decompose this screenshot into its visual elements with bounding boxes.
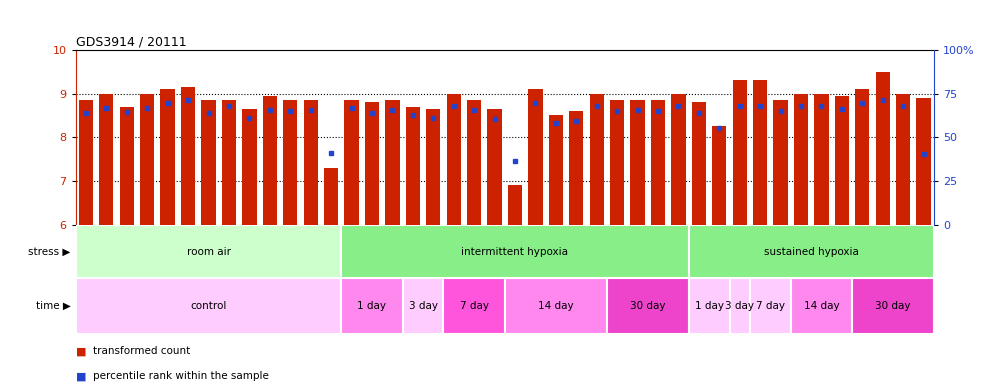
Bar: [140, 94, 154, 225]
Bar: [855, 89, 870, 225]
Bar: [181, 87, 196, 225]
Bar: [732, 81, 747, 225]
Bar: [651, 100, 665, 225]
Text: 7 day: 7 day: [756, 301, 784, 311]
Bar: [671, 94, 685, 225]
Text: 14 day: 14 day: [538, 301, 574, 311]
Bar: [729, 278, 750, 334]
Text: ■: ■: [76, 371, 87, 381]
Text: 3 day: 3 day: [725, 301, 754, 311]
Bar: [443, 278, 504, 334]
Bar: [79, 100, 93, 225]
Bar: [712, 126, 726, 225]
Bar: [262, 96, 277, 225]
Bar: [242, 109, 257, 225]
Bar: [202, 100, 215, 225]
Bar: [790, 278, 852, 334]
Bar: [916, 98, 931, 225]
Bar: [160, 89, 175, 225]
Bar: [488, 109, 501, 225]
Bar: [222, 100, 236, 225]
Bar: [610, 100, 624, 225]
Bar: [692, 103, 706, 225]
Bar: [835, 96, 849, 225]
Text: 7 day: 7 day: [460, 301, 489, 311]
Text: transformed count: transformed count: [93, 346, 191, 356]
Bar: [549, 116, 563, 225]
Bar: [607, 278, 689, 334]
Bar: [528, 89, 543, 225]
Bar: [504, 278, 607, 334]
Bar: [283, 100, 298, 225]
Text: GDS3914 / 20111: GDS3914 / 20111: [76, 36, 187, 49]
Bar: [304, 100, 318, 225]
Bar: [896, 94, 910, 225]
Bar: [689, 225, 934, 278]
Bar: [508, 185, 522, 225]
Bar: [76, 278, 341, 334]
Bar: [750, 278, 790, 334]
Bar: [569, 111, 584, 225]
Bar: [99, 94, 113, 225]
Bar: [406, 107, 420, 225]
Text: control: control: [191, 301, 227, 311]
Bar: [876, 72, 890, 225]
Text: intermittent hypoxia: intermittent hypoxia: [461, 247, 568, 257]
Bar: [689, 278, 729, 334]
Text: percentile rank within the sample: percentile rank within the sample: [93, 371, 269, 381]
Bar: [344, 100, 359, 225]
Bar: [852, 278, 934, 334]
Text: room air: room air: [187, 247, 230, 257]
Bar: [341, 278, 403, 334]
Bar: [630, 100, 645, 225]
Text: 1 day: 1 day: [695, 301, 723, 311]
Bar: [774, 100, 787, 225]
Text: 30 day: 30 day: [630, 301, 665, 311]
Text: stress ▶: stress ▶: [29, 247, 71, 257]
Bar: [76, 225, 341, 278]
Bar: [814, 94, 829, 225]
Bar: [341, 225, 689, 278]
Text: time ▶: time ▶: [36, 301, 71, 311]
Text: 30 day: 30 day: [875, 301, 910, 311]
Bar: [365, 103, 379, 225]
Bar: [446, 94, 461, 225]
Bar: [467, 100, 482, 225]
Bar: [426, 109, 440, 225]
Bar: [385, 100, 399, 225]
Bar: [590, 94, 604, 225]
Bar: [753, 81, 768, 225]
Bar: [403, 278, 443, 334]
Text: 3 day: 3 day: [409, 301, 437, 311]
Bar: [324, 168, 338, 225]
Bar: [120, 107, 134, 225]
Text: sustained hypoxia: sustained hypoxia: [764, 247, 859, 257]
Text: 1 day: 1 day: [358, 301, 386, 311]
Text: ■: ■: [76, 346, 87, 356]
Text: 14 day: 14 day: [804, 301, 839, 311]
Bar: [794, 94, 808, 225]
